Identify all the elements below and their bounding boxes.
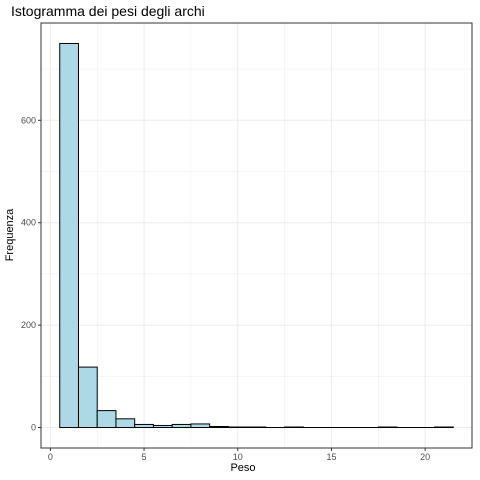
histogram-bar [135, 424, 154, 427]
y-tick-label: 200 [21, 320, 36, 330]
histogram-bar [97, 411, 116, 428]
x-axis-title: Peso [230, 462, 255, 474]
histogram-bar [153, 425, 172, 427]
y-tick-label: 0 [31, 423, 36, 433]
histogram-bar [228, 427, 247, 428]
histogram-bar [378, 427, 397, 428]
histogram-bar [435, 427, 454, 428]
histogram-bar [191, 424, 210, 428]
chart-title: Istogramma dei pesi degli archi [11, 3, 205, 19]
histogram-bar [116, 419, 135, 428]
y-tick-label: 600 [21, 115, 36, 125]
histogram-bar [60, 43, 79, 427]
histogram-bar [285, 427, 304, 428]
x-tick-label: 5 [142, 452, 147, 462]
histogram-bar [210, 426, 229, 427]
histogram-bar [172, 424, 191, 427]
y-axis-title: Frequenza [4, 208, 16, 261]
histogram-bar [78, 367, 97, 427]
x-tick-label: 15 [326, 452, 336, 462]
x-tick-label: 0 [48, 452, 53, 462]
x-tick-label: 10 [233, 452, 243, 462]
x-tick-label: 20 [420, 452, 430, 462]
y-tick-label: 400 [21, 218, 36, 228]
histogram-bar [247, 427, 266, 428]
